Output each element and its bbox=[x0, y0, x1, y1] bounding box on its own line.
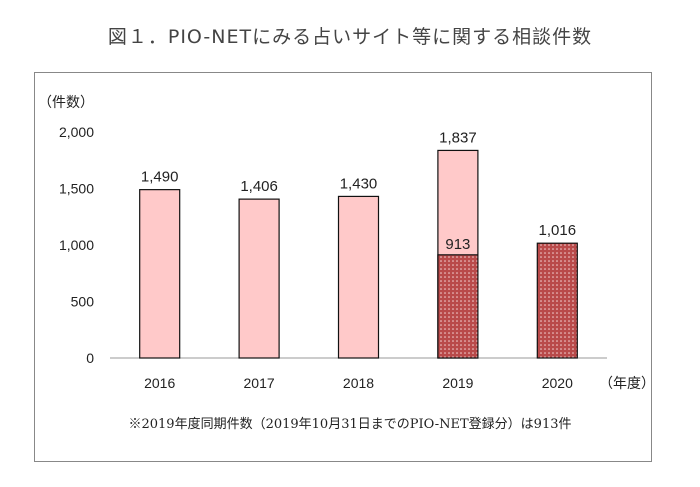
data-label: 1,406 bbox=[240, 178, 278, 195]
y-tick-label: 1,000 bbox=[59, 237, 94, 253]
data-label: 1,430 bbox=[340, 175, 378, 192]
x-tick-label: 2018 bbox=[343, 375, 374, 391]
data-label: 1,490 bbox=[141, 169, 179, 186]
x-tick-label: 2017 bbox=[244, 375, 275, 391]
y-axis-label: （件数） bbox=[38, 94, 94, 110]
data-label: 1,016 bbox=[539, 222, 577, 239]
bar-2019-dotted bbox=[437, 254, 479, 359]
chart-note: ※2019年度同期件数（2019年10月31日までのPIO-NET登録分）は91… bbox=[128, 417, 572, 432]
x-tick-label: 2019 bbox=[442, 375, 473, 391]
y-tick-label: 2,000 bbox=[59, 124, 94, 140]
y-tick-label: 500 bbox=[71, 294, 95, 310]
y-tick-label: 0 bbox=[86, 350, 94, 366]
bar-2016 bbox=[139, 189, 181, 359]
x-tick-label: 2016 bbox=[144, 375, 175, 391]
bar-2017 bbox=[238, 198, 280, 359]
data-label: 1,837 bbox=[439, 129, 477, 146]
y-tick-label: 1,500 bbox=[59, 181, 94, 197]
x-axis-label: （年度） bbox=[599, 375, 655, 391]
chart-title: 図１．PIO-NETにみる占いサイト等に関する相談件数 bbox=[107, 26, 593, 48]
data-label: 913 bbox=[445, 236, 470, 253]
chart-frame bbox=[34, 72, 652, 462]
x-tick-label: 2020 bbox=[542, 375, 573, 391]
bar-2020-dotted bbox=[536, 242, 578, 359]
bar-2018 bbox=[337, 195, 380, 359]
